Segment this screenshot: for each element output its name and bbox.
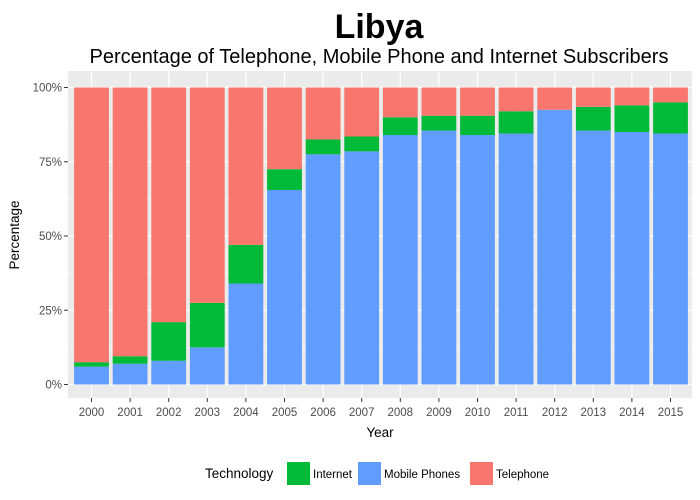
- bar-internet-2014: [614, 105, 650, 133]
- bar-internet-2002: [151, 322, 187, 361]
- legend: Technology Internet Mobile Phones Telephon…: [205, 462, 549, 485]
- x-tick-label-2007: 2007: [349, 407, 375, 419]
- bar-telephone-2003: [189, 87, 225, 303]
- bar-internet-2000: [74, 362, 109, 367]
- x-tick-label-2015: 2015: [658, 407, 684, 419]
- bar-internet-2009: [421, 115, 457, 131]
- bar-telephone-2008: [382, 87, 418, 118]
- y-tick-label: 25%: [39, 305, 62, 317]
- bar-internet-2007: [344, 136, 380, 152]
- x-tick-label-2002: 2002: [156, 407, 182, 419]
- legend-swatch-telephone: [470, 462, 493, 485]
- bar-telephone-2014: [614, 87, 650, 106]
- bar-telephone-2004: [228, 87, 264, 245]
- x-tick-label-2001: 2001: [117, 407, 143, 419]
- x-tick-label-2000: 2000: [79, 407, 105, 419]
- bar-mobile-phones-2005: [267, 189, 302, 385]
- y-tick-label: 100%: [33, 83, 62, 95]
- x-tick-label-2012: 2012: [542, 407, 568, 419]
- bar-internet-2008: [382, 117, 418, 136]
- x-tick-label-2014: 2014: [619, 407, 645, 419]
- x-tick-label-2013: 2013: [581, 407, 607, 419]
- bar-internet-2005: [267, 169, 302, 190]
- bar-mobile-phones-2003: [189, 347, 225, 385]
- bar-internet-2003: [189, 302, 225, 348]
- x-tick-label-2008: 2008: [388, 407, 414, 419]
- bar-mobile-phones-2011: [498, 133, 534, 385]
- bar-mobile-phones-2009: [421, 130, 457, 385]
- bars-layer: [74, 87, 688, 385]
- bar-mobile-phones-2008: [382, 135, 418, 385]
- bar-mobile-phones-2014: [614, 132, 650, 385]
- bar-mobile-phones-2007: [344, 151, 380, 385]
- x-tick-label-2006: 2006: [310, 407, 336, 419]
- legend-swatch-internet: [287, 462, 310, 485]
- bar-telephone-2012: [537, 87, 573, 110]
- bar-telephone-2009: [421, 87, 457, 116]
- x-tick-label-2003: 2003: [195, 407, 221, 419]
- legend-label-internet: Internet: [313, 469, 353, 481]
- x-axis: 2000 2001 2002 2003 2004 2005 2006 2007 2008 2009…: [79, 398, 684, 419]
- y-tick-label: 0%: [45, 380, 62, 392]
- bar-mobile-phones-2006: [305, 154, 341, 385]
- y-tick-label: 75%: [39, 157, 62, 169]
- bar-internet-2011: [498, 111, 534, 134]
- bar-mobile-phones-2010: [460, 135, 495, 385]
- bar-mobile-phones-2001: [112, 363, 148, 385]
- bar-mobile-phones-2004: [228, 283, 264, 385]
- legend-label-telephone: Telephone: [496, 469, 549, 481]
- bar-mobile-phones-2012: [537, 109, 573, 385]
- bar-telephone-2005: [267, 87, 302, 170]
- x-tick-label-2004: 2004: [233, 407, 259, 419]
- x-tick-label-2009: 2009: [426, 407, 452, 419]
- y-tick-label: 50%: [39, 231, 62, 243]
- bar-telephone-2007: [344, 87, 380, 137]
- y-axis-title: Percentage: [7, 200, 22, 269]
- bar-telephone-2001: [112, 87, 148, 357]
- bar-internet-2013: [575, 106, 611, 131]
- bar-telephone-2010: [460, 87, 495, 116]
- x-tick-label-2010: 2010: [465, 407, 491, 419]
- bar-telephone-2000: [74, 87, 109, 363]
- bar-internet-2006: [305, 139, 341, 155]
- bar-internet-2015: [653, 102, 688, 134]
- bar-internet-2001: [112, 356, 148, 364]
- y-axis: 0% 25% 50% 75% 100%: [33, 83, 68, 392]
- legend-label-mobile-phones: Mobile Phones: [384, 469, 460, 481]
- x-tick-label-2005: 2005: [272, 407, 298, 419]
- bar-telephone-2002: [151, 87, 187, 323]
- bar-internet-2010: [460, 115, 495, 136]
- chart-subtitle: Percentage of Telephone, Mobile Phone an…: [90, 46, 669, 68]
- x-tick-label-2011: 2011: [504, 407, 529, 419]
- legend-title: Technology: [205, 466, 274, 481]
- bar-telephone-2013: [575, 87, 611, 107]
- bar-telephone-2006: [305, 87, 341, 140]
- bar-internet-2004: [228, 244, 264, 284]
- bar-mobile-phones-2015: [653, 133, 688, 385]
- bar-telephone-2015: [653, 87, 688, 103]
- legend-swatch-mobile-phones: [358, 462, 381, 485]
- chart-title: Libya: [335, 8, 425, 46]
- bar-mobile-phones-2013: [575, 130, 611, 385]
- bar-mobile-phones-2000: [74, 366, 109, 385]
- x-axis-title: Year: [366, 425, 394, 440]
- bar-telephone-2011: [498, 87, 534, 112]
- bar-mobile-phones-2002: [151, 360, 187, 385]
